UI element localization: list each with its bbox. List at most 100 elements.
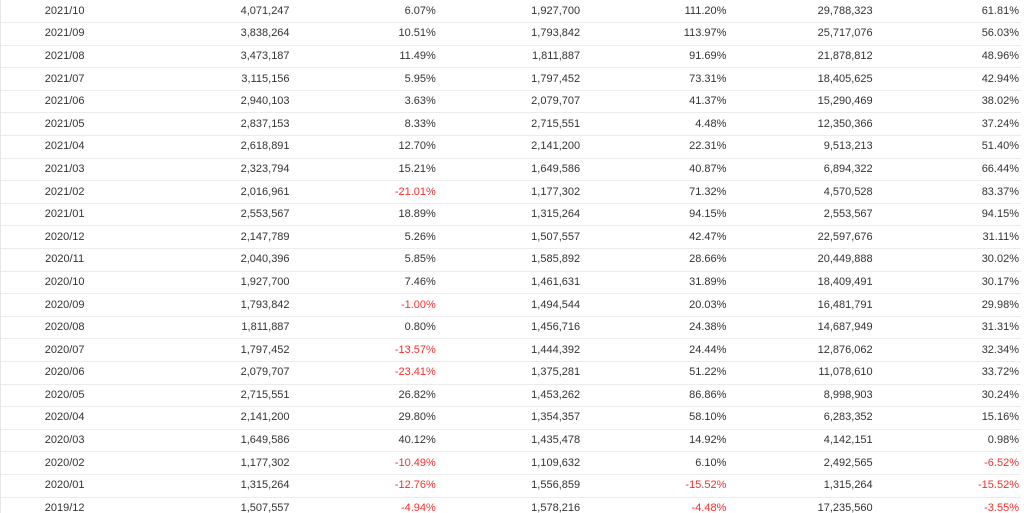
table-cell-value: 1,927,700 <box>435 0 581 24</box>
table-cell-value: 10.51% <box>289 22 436 46</box>
table-cell-value: 1,649,586 <box>435 158 581 182</box>
table-cell-month: 2021/01 <box>1 203 129 227</box>
table-cell-value: 1,578,216 <box>435 497 581 513</box>
table-cell-month: 2020/12 <box>1 225 129 250</box>
table-cell-value: 15,290,469 <box>726 90 873 114</box>
table-cell-value: 30.17% <box>872 271 1021 295</box>
table-cell-value: 31.31% <box>872 316 1021 340</box>
table-cell-value: 38.02% <box>872 90 1021 114</box>
table-cell-value: 28.66% <box>580 248 727 272</box>
table-cell-value: 25,717,076 <box>726 22 873 46</box>
table-cell-value: 2,079,707 <box>435 90 581 114</box>
table-cell-value: 1,556,859 <box>435 474 581 498</box>
table-cell-value: 20,449,888 <box>726 248 873 272</box>
table-row: 2020/07 1,797,452 -13.57% 1,444,392 24.44% 12… <box>1 338 1021 362</box>
table-cell-value: 12.70% <box>289 135 436 159</box>
table-row: 2021/07 3,115,156 5.95% 1,797,452 73.31% 18,4… <box>1 67 1021 91</box>
table-cell-value: -10.49% <box>289 451 436 475</box>
table-cell-value: 1,315,264 <box>435 203 581 227</box>
table-cell-value: 3,115,156 <box>128 67 290 91</box>
table-cell-value: 0.98% <box>872 429 1021 453</box>
table-cell-value: 41.37% <box>580 90 727 114</box>
table-cell-value: 18,405,625 <box>726 67 873 91</box>
table-row: 2020/08 1,811,887 0.80% 1,456,716 24.38% 14,6… <box>1 316 1021 340</box>
table-row: 2020/10 1,927,700 7.46% 1,461,631 31.89% 18,4… <box>1 271 1021 295</box>
table-cell-value: 29,788,323 <box>726 0 873 24</box>
table-cell-value: 2,940,103 <box>128 90 290 114</box>
table-cell-value: 9,513,213 <box>726 135 873 159</box>
table-cell-value: 1,435,478 <box>435 429 581 453</box>
table-cell-value: 2,492,565 <box>726 451 873 475</box>
table-cell-value: -15.52% <box>580 474 727 498</box>
table-cell-value: 22,597,676 <box>726 225 873 250</box>
table-cell-value: 20.03% <box>580 293 727 317</box>
table-cell-value: -13.57% <box>289 338 436 362</box>
table-cell-value: 14,687,949 <box>726 316 873 340</box>
table-cell-value: 8,998,903 <box>726 384 873 408</box>
table-cell-value: 2,141,200 <box>128 406 290 430</box>
table-row: 2021/03 2,323,794 15.21% 1,649,586 40.87% 6,8… <box>1 158 1021 182</box>
table-cell-value: 18,409,491 <box>726 271 873 295</box>
table-cell-month: 2021/04 <box>1 135 129 159</box>
table-cell-value: 1,315,264 <box>128 474 290 498</box>
table-cell-value: 30.24% <box>872 384 1021 408</box>
table-row: 2020/04 2,141,200 29.80% 1,354,357 58.10% 6,2… <box>1 406 1021 430</box>
table-cell-value: 2,079,707 <box>128 361 290 385</box>
table-cell-value: 61.81% <box>872 0 1021 24</box>
table-cell-value: 1,585,892 <box>435 248 581 272</box>
table-cell-value: 1,507,557 <box>128 497 290 513</box>
table-cell-month: 2020/02 <box>1 451 129 475</box>
table-cell-value: 1,811,887 <box>435 45 581 69</box>
table-cell-value: 1,461,631 <box>435 271 581 295</box>
table-cell-value: 6,894,322 <box>726 158 873 182</box>
table-cell-month: 2020/07 <box>1 338 129 362</box>
table-cell-value: 6.07% <box>289 0 436 24</box>
table-cell-value: 37.24% <box>872 112 1021 137</box>
table-row: 2020/09 1,793,842 -1.00% 1,494,544 20.03% 16,… <box>1 293 1021 317</box>
table-cell-value: 1,793,842 <box>435 22 581 46</box>
table-cell-month: 2020/10 <box>1 271 129 295</box>
table-cell-value: 42.47% <box>580 225 727 250</box>
table-cell-value: 4,142,151 <box>726 429 873 453</box>
table-row: 2020/03 1,649,586 40.12% 1,435,478 14.92% 4,1… <box>1 429 1021 453</box>
table-cell-value: 1,507,557 <box>435 225 581 250</box>
table-cell-value: 86.86% <box>580 384 727 408</box>
table-row: 2021/01 2,553,567 18.89% 1,315,264 94.15% 2,5… <box>1 203 1021 227</box>
table-cell-value: 2,618,891 <box>128 135 290 159</box>
table-cell-value: 1,354,357 <box>435 406 581 430</box>
table-cell-value: 4.48% <box>580 112 727 137</box>
table-cell-value: 3.63% <box>289 90 436 114</box>
table-cell-value: 1,109,632 <box>435 451 581 475</box>
table-cell-value: 26.82% <box>289 384 436 408</box>
table-cell-value: 1,797,452 <box>435 67 581 91</box>
table-cell-value: 1,444,392 <box>435 338 581 362</box>
table-cell-value: 48.96% <box>872 45 1021 69</box>
table-cell-value: 15.16% <box>872 406 1021 430</box>
table-cell-value: 1,375,281 <box>435 361 581 385</box>
table-cell-value: 2,553,567 <box>726 203 873 227</box>
table-cell-month: 2020/11 <box>1 248 129 272</box>
table-row: 2020/11 2,040,396 5.85% 1,585,892 28.66% 20,4… <box>1 248 1021 272</box>
table-row: 2021/06 2,940,103 3.63% 2,079,707 41.37% 15,2… <box>1 90 1021 114</box>
table-cell-value: -6.52% <box>872 451 1021 475</box>
table-cell-value: 2,715,551 <box>128 384 290 408</box>
table-cell-value: 111.20% <box>580 0 727 24</box>
table-cell-value: 42.94% <box>872 67 1021 91</box>
table-cell-value: 31.11% <box>872 225 1021 250</box>
table-cell-value: 2,016,961 <box>128 180 290 204</box>
table-cell-value: 5.26% <box>289 225 436 250</box>
table-row: 2021/09 3,838,264 10.51% 1,793,842 113.97% 25… <box>1 22 1021 46</box>
table-cell-month: 2021/10 <box>1 0 129 24</box>
table-cell-value: 1,494,544 <box>435 293 581 317</box>
table-cell-value: 24.44% <box>580 338 727 362</box>
table-cell-month: 2021/03 <box>1 158 129 182</box>
table-cell-value: -1.00% <box>289 293 436 317</box>
table-cell-value: 51.40% <box>872 135 1021 159</box>
table-cell-value: 51.22% <box>580 361 727 385</box>
table-cell-value: 113.97% <box>580 22 727 46</box>
table-cell-value: 1,453,262 <box>435 384 581 408</box>
table-cell-value: 2,553,567 <box>128 203 290 227</box>
